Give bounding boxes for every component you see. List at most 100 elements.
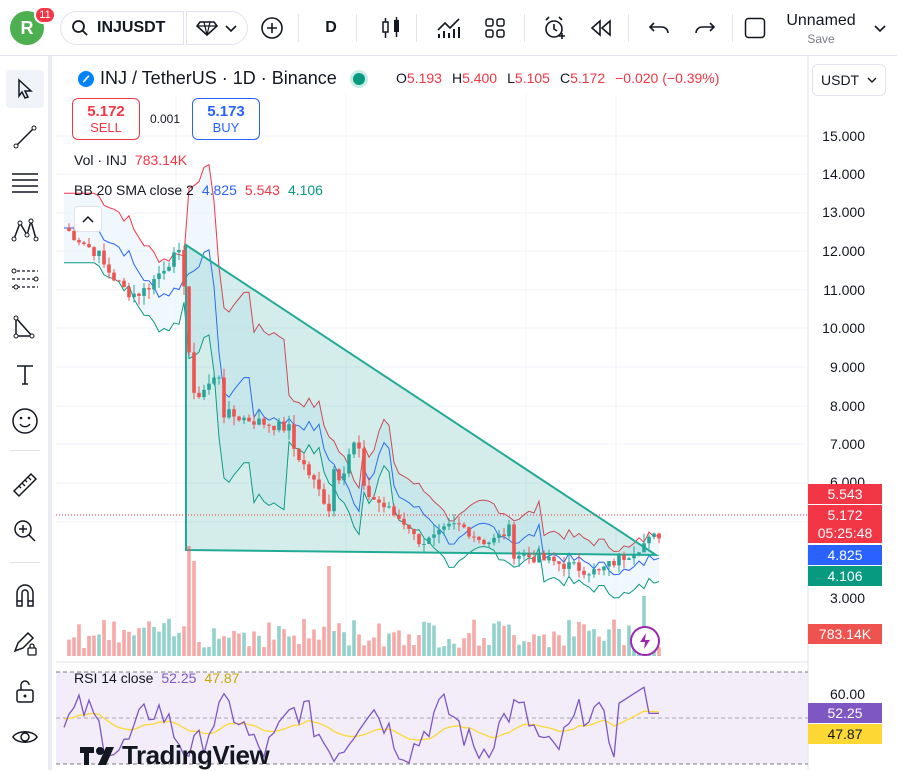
redo-button[interactable] — [688, 10, 722, 46]
candle-body — [317, 479, 321, 490]
fib-tool[interactable] — [6, 164, 44, 202]
alert-button[interactable] — [538, 10, 572, 46]
axis-tick: 13.000 — [822, 204, 865, 220]
volume-bar — [392, 632, 396, 656]
volume-bar — [542, 634, 546, 656]
volume-bar — [582, 624, 586, 656]
sell-button[interactable]: 5.172 SELL — [72, 98, 140, 140]
volume-bar — [472, 619, 476, 656]
candle-body — [172, 252, 176, 267]
volume-bar — [592, 629, 596, 656]
rsi-label: RSI 14 close — [74, 670, 154, 686]
templates-button[interactable] — [478, 10, 512, 46]
replay-button[interactable] — [584, 10, 618, 46]
volume-bar — [77, 624, 81, 656]
chart-area[interactable]: INJ / TetherUS · 1D · Binance O5.193 H5.… — [56, 56, 897, 770]
last-price: 5.172 — [827, 507, 863, 523]
candle-body — [117, 280, 121, 282]
compare-dropdown[interactable] — [186, 11, 248, 45]
text-tool[interactable] — [6, 356, 44, 394]
indicators-button[interactable] — [432, 10, 466, 46]
candle-body — [272, 425, 276, 431]
indicators-icon — [437, 18, 460, 38]
add-symbol-button[interactable] — [254, 10, 290, 46]
open-value: 5.193 — [406, 70, 442, 86]
geometric-shapes-tool[interactable] — [6, 308, 44, 346]
candle-body — [177, 249, 181, 253]
rsi-axis-tick: 60.00 — [829, 686, 865, 702]
zoom-tool[interactable] — [6, 512, 44, 550]
collapse-legend-button[interactable] — [74, 206, 102, 232]
pattern-tool[interactable] — [6, 212, 44, 250]
horizontal-lines-icon — [12, 173, 38, 193]
ruler-icon — [12, 472, 38, 498]
candle-body — [327, 503, 331, 512]
change-value: −0.020 (−0.39%) — [615, 70, 720, 86]
volume-bar — [467, 633, 471, 656]
candle-body — [252, 421, 256, 425]
candle-body — [482, 540, 486, 545]
volume-bar — [147, 621, 151, 656]
candle-body — [492, 537, 496, 543]
save-label[interactable]: Save — [807, 32, 835, 46]
layout-button[interactable] — [740, 10, 770, 46]
axis-tick: 9.000 — [829, 359, 865, 375]
candle-body — [517, 555, 521, 559]
rsi-ma-tag: 47.87 — [808, 724, 882, 744]
layout-menu-button[interactable] — [868, 10, 892, 46]
trendline-tool[interactable] — [6, 118, 44, 156]
candle-body — [387, 506, 391, 508]
candle-body — [582, 570, 586, 575]
candle-body — [217, 377, 221, 379]
pencil-lock-icon — [13, 631, 37, 656]
layout-name-block[interactable]: Unnamed Save — [780, 12, 862, 46]
volume-bar — [452, 643, 456, 656]
candle-body — [202, 389, 206, 398]
currency-selector[interactable]: USDT — [812, 64, 886, 96]
undo-button[interactable] — [642, 10, 676, 46]
descending-triangle-drawing[interactable] — [185, 243, 660, 557]
magnet-tool[interactable] — [6, 576, 44, 614]
rsi-legend[interactable]: RSI 14 close 52.25 47.87 — [74, 670, 239, 686]
candle-body — [147, 288, 151, 290]
candle-body — [232, 409, 236, 417]
candle-body — [592, 569, 596, 575]
measure-tool[interactable] — [6, 466, 44, 504]
lightning-button[interactable] — [630, 626, 660, 656]
volume-bar — [387, 633, 391, 656]
candle-body — [607, 561, 611, 567]
icons-tool[interactable] — [6, 402, 44, 440]
bollinger-legend[interactable]: BB 20 SMA close 2 4.825 5.543 4.106 — [74, 182, 323, 198]
candle-body — [107, 264, 111, 273]
symbol-search[interactable]: INJUSDT — [60, 11, 184, 45]
spread-value: 0.001 — [150, 112, 181, 126]
cursor-tool[interactable] — [6, 70, 44, 108]
volume-bar — [562, 645, 566, 656]
symbol-legend[interactable]: INJ / TetherUS · 1D · Binance — [78, 68, 365, 89]
candle-body — [547, 556, 551, 561]
volume-bar — [232, 630, 236, 656]
volume-bar — [512, 635, 516, 656]
lock-drawings-tool[interactable] — [6, 672, 44, 710]
chart-type-button[interactable] — [374, 10, 408, 46]
volume-legend[interactable]: Vol · INJ 783.14K — [74, 152, 187, 168]
candle-body — [237, 416, 241, 421]
rewind-icon — [590, 19, 611, 37]
bb-upper-line — [64, 163, 660, 553]
volume-bar — [337, 623, 341, 656]
candle-body — [187, 286, 191, 353]
candle-body — [287, 424, 291, 431]
volume-bar — [317, 639, 321, 656]
buy-label: BUY — [212, 120, 240, 135]
interval-button[interactable]: D — [325, 19, 337, 36]
drawing-toolbar — [0, 56, 52, 770]
forecast-tool[interactable] — [6, 260, 44, 298]
hide-drawings-tool[interactable] — [6, 718, 44, 756]
buy-button[interactable]: 5.173 BUY — [192, 98, 260, 140]
candle-body — [512, 524, 516, 559]
candle-body — [192, 352, 196, 393]
volume-bar — [532, 634, 536, 656]
candle-body — [347, 454, 351, 474]
candle-body — [67, 227, 71, 232]
stay-in-drawing-tool[interactable] — [6, 624, 44, 662]
